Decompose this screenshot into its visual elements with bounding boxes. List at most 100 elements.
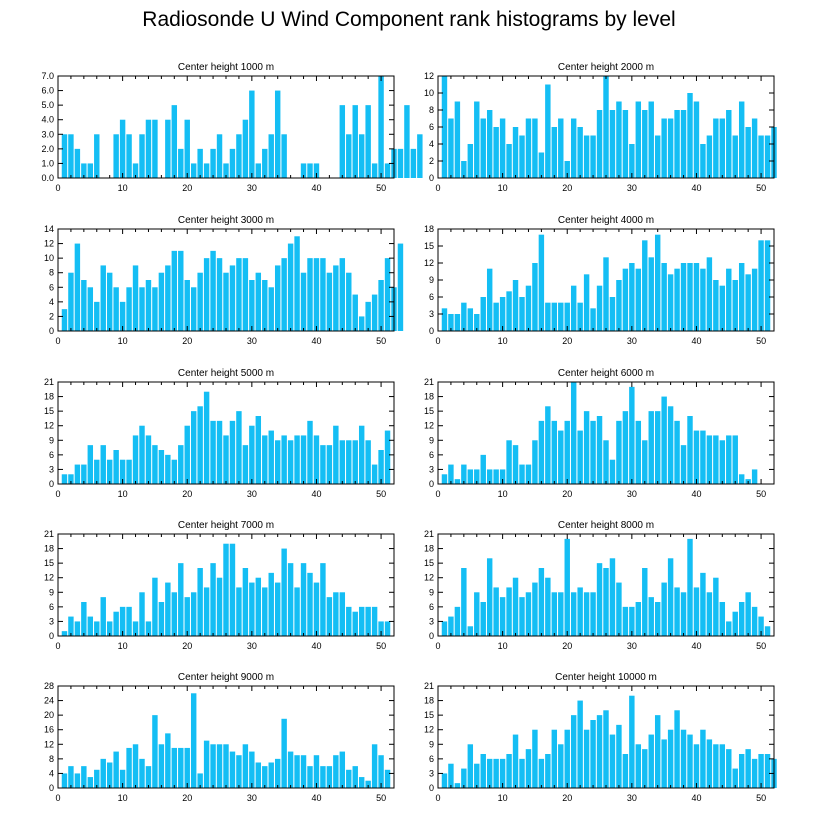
histogram-bar (223, 435, 229, 484)
histogram-bar (417, 134, 423, 178)
y-tick-label: 0.0 (41, 173, 54, 183)
histogram-bar (719, 285, 726, 331)
histogram-bar (461, 568, 467, 636)
y-tick-label: 0 (429, 479, 434, 489)
histogram-bar (577, 127, 583, 178)
histogram-bar (751, 268, 758, 331)
y-tick-label: 3 (429, 768, 434, 778)
histogram-bar (126, 747, 132, 788)
histogram-bar (558, 118, 564, 178)
histogram-bar (94, 769, 100, 788)
histogram-bar (113, 287, 119, 331)
x-tick-label: 50 (756, 793, 766, 803)
histogram-bar (365, 105, 371, 178)
x-tick-label: 30 (627, 489, 637, 499)
histogram-bar (726, 435, 732, 484)
histogram-bar (596, 715, 603, 788)
histogram-bar (441, 76, 448, 178)
histogram-bar (171, 459, 178, 484)
histogram-bar (538, 758, 545, 788)
y-tick-label: 18 (424, 224, 434, 234)
histogram-bar (236, 258, 242, 331)
x-tick-label: 0 (435, 489, 440, 499)
histogram-bar (165, 265, 171, 331)
x-tick-label: 50 (376, 336, 386, 346)
panel-title: Center height 2000 m (558, 62, 654, 73)
histogram-bar (642, 568, 648, 636)
histogram-bar (654, 411, 661, 484)
histogram-bar (706, 135, 713, 178)
histogram-bar (384, 163, 391, 178)
histogram-bar (454, 479, 461, 484)
histogram-bar (384, 258, 391, 331)
x-tick-label: 40 (311, 183, 321, 193)
histogram-bar (197, 773, 203, 788)
histogram-bar (512, 445, 519, 484)
histogram-bar (700, 144, 706, 178)
histogram-bar (764, 135, 771, 178)
y-tick-label: 15 (424, 558, 434, 568)
histogram-bar (307, 163, 313, 178)
y-tick-label: 12 (424, 573, 434, 583)
histogram-bar (499, 118, 506, 178)
y-tick-label: 16 (44, 725, 54, 735)
x-tick-label: 30 (627, 336, 637, 346)
page-title: Radiosonde U Wind Component rank histogr… (142, 8, 676, 31)
y-tick-label: 0 (429, 326, 434, 336)
histogram-bar (371, 163, 378, 178)
histogram-bar (525, 464, 532, 484)
histogram-bar (622, 606, 629, 636)
histogram-bar (320, 563, 326, 636)
histogram-bar (126, 459, 132, 484)
y-tick-label: 6 (49, 282, 54, 292)
histogram-bar (119, 769, 126, 788)
histogram-bar (700, 430, 706, 484)
histogram-bar (178, 250, 184, 331)
histogram-bar (152, 577, 158, 636)
histogram-bar (126, 134, 132, 178)
histogram-bar (313, 258, 320, 331)
histogram-bar (262, 148, 268, 178)
histogram-bar (687, 734, 693, 788)
histogram-bar (441, 773, 448, 788)
histogram-bar (564, 302, 570, 331)
histogram-bar (642, 440, 648, 484)
histogram-bar (603, 710, 609, 788)
histogram-panel: Center height 10000 m 0 10 20 30 40 50 0 3 6 9 12 15… (424, 672, 777, 803)
y-tick-label: 2 (429, 156, 434, 166)
histogram-bar (693, 101, 700, 178)
histogram-bar (635, 101, 642, 178)
histogram-bar (158, 450, 165, 484)
histogram-bar (152, 445, 158, 484)
histogram-bar (178, 445, 184, 484)
y-tick-label: 0 (49, 631, 54, 641)
histogram-bar (139, 287, 145, 331)
histogram-bar (448, 763, 454, 788)
y-tick-label: 18 (424, 544, 434, 554)
histogram-bar (467, 469, 474, 484)
histogram-bar (74, 464, 81, 484)
y-tick-label: 18 (44, 392, 54, 402)
histogram-bar (87, 777, 94, 788)
x-tick-label: 0 (435, 336, 440, 346)
histogram-bar (171, 250, 178, 331)
y-tick-label: 3.0 (41, 129, 54, 139)
histogram-bar (603, 568, 609, 636)
histogram-bar (726, 621, 732, 636)
histogram-bar (441, 474, 448, 484)
histogram-bar (300, 435, 307, 484)
histogram-bar (145, 766, 152, 788)
histogram-bar (184, 747, 190, 788)
histogram-bar (480, 297, 486, 331)
histogram-bar (171, 105, 178, 178)
histogram-panel: Center height 9000 m 0 10 20 30 40 50 0 4 8 12 16 20… (44, 672, 395, 803)
histogram-bar (100, 758, 106, 788)
histogram-bar (294, 236, 300, 331)
x-tick-label: 40 (691, 793, 701, 803)
histogram-bar (467, 626, 474, 636)
y-tick-label: 6 (429, 754, 434, 764)
panel-title: Center height 4000 m (558, 215, 654, 226)
histogram-bar (61, 773, 68, 788)
histogram-bar (313, 582, 320, 636)
